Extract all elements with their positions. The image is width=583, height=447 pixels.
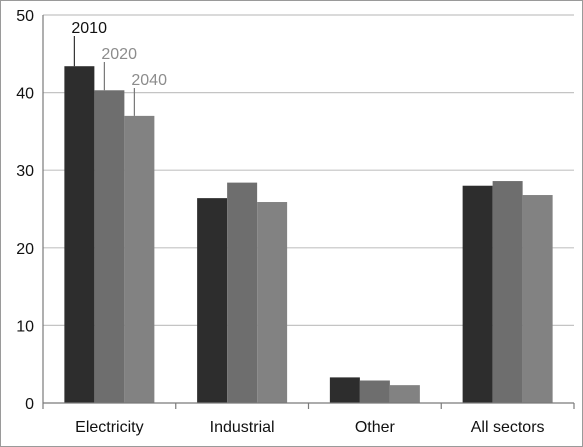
x-category-label: Other: [355, 419, 396, 436]
y-tick-label: 20: [16, 241, 34, 258]
bar-electricity-2020: [94, 90, 125, 403]
bar-other-2010: [329, 377, 360, 403]
bar-all-sectors-2040: [522, 195, 553, 403]
y-tick-label: 40: [16, 86, 34, 103]
x-axis-ticks: Electricity Industrial Other All sectors: [75, 419, 544, 436]
y-axis-ticks: 0 10 20 30 40 50: [16, 8, 34, 413]
y-tick-label: 0: [25, 396, 34, 413]
y-tick-label: 30: [16, 163, 34, 180]
y-tick-label: 10: [16, 318, 34, 335]
x-category-label: Electricity: [75, 419, 143, 436]
x-category-label: Industrial: [210, 419, 275, 436]
bar-other-2020: [359, 380, 390, 403]
series-label-2020: 2020: [101, 46, 137, 63]
bars: [64, 66, 553, 403]
y-tick-label: 50: [16, 8, 34, 25]
bar-electricity-2040: [124, 115, 155, 403]
series-callouts: 2010 2020 2040: [71, 20, 167, 116]
bar-industrial-2040: [257, 202, 288, 403]
bar-electricity-2010: [64, 66, 95, 403]
series-label-2040: 2040: [131, 72, 167, 89]
bar-all-sectors-2010: [462, 185, 493, 403]
bar-industrial-2020: [227, 182, 258, 403]
bar-industrial-2010: [197, 198, 228, 403]
bar-other-2040: [389, 385, 420, 403]
series-label-2010: 2010: [71, 20, 107, 37]
x-category-label: All sectors: [471, 419, 545, 436]
bar-all-sectors-2020: [492, 181, 523, 403]
axes: [42, 15, 575, 409]
